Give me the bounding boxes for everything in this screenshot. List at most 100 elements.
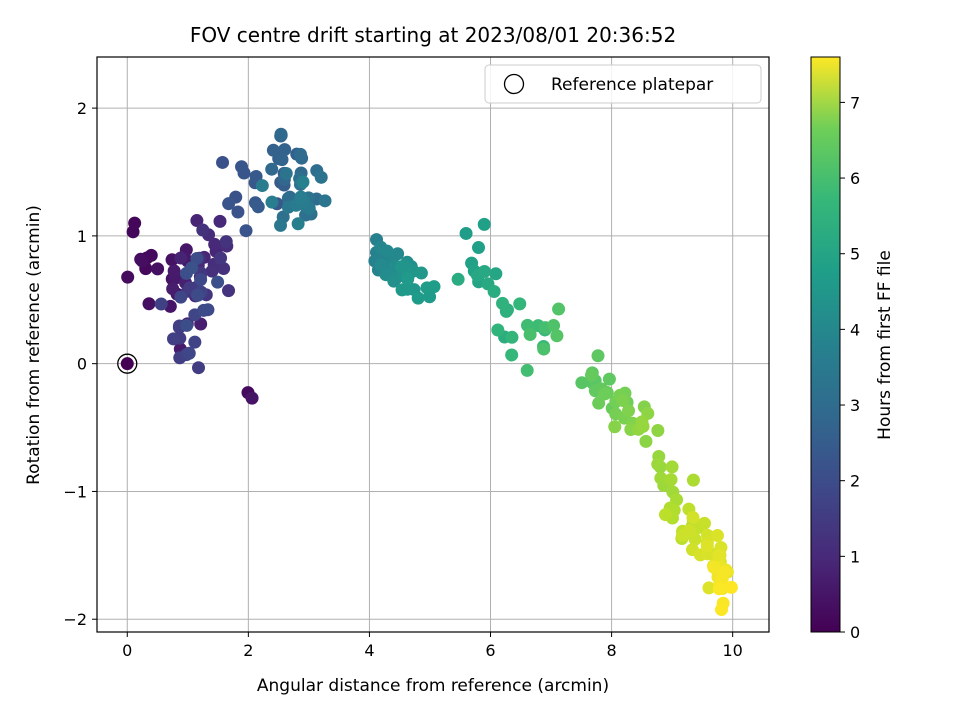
scatter-point (196, 223, 210, 237)
scatter-point (414, 266, 428, 280)
scatter-point (182, 346, 196, 360)
y-tick-label: −1 (63, 482, 87, 501)
scatter-point (537, 342, 551, 356)
scatter-point (585, 368, 599, 382)
scatter-point (505, 330, 519, 344)
scatter-point (591, 349, 605, 363)
scatter-point (222, 197, 236, 211)
colorbar-tick-label: 4 (850, 320, 860, 339)
reference-marker (117, 353, 138, 374)
legend-marker-icon (503, 73, 525, 95)
colorbar-tick-label: 0 (850, 623, 860, 642)
y-tick-label: 2 (77, 99, 87, 118)
scatter-point (245, 391, 259, 405)
scatter-point (411, 291, 425, 305)
scatter-point (190, 288, 204, 302)
legend-box (484, 64, 762, 104)
scatter-point (477, 217, 491, 231)
scatter-point (451, 272, 465, 286)
scatter-point (487, 284, 501, 298)
scatter-point (174, 251, 188, 265)
scatter-point (575, 376, 589, 390)
scatter-point (651, 457, 665, 471)
scatter-point (477, 264, 491, 278)
scatter-point (658, 508, 672, 522)
scatter-point (622, 404, 636, 418)
colorbar-tick-label: 2 (850, 472, 860, 491)
scatter-point (194, 317, 208, 331)
scatter-point (278, 143, 292, 157)
scatter-point (616, 394, 630, 408)
scatter-point (222, 284, 236, 298)
x-tick-label: 2 (243, 641, 253, 660)
scatter-point (513, 297, 527, 311)
scatter-point (266, 143, 280, 157)
colorbar-label: Hours from first FF file (875, 250, 895, 440)
scatter-point (190, 214, 204, 228)
scatter-point (491, 323, 505, 337)
scatter-point (142, 297, 156, 311)
scatter-point (194, 273, 208, 287)
scatter-point (724, 580, 738, 594)
scatter-point (265, 195, 279, 209)
scatter-point (715, 603, 729, 617)
legend: Reference platepar (484, 64, 762, 104)
y-tick-label: −2 (63, 610, 87, 629)
x-tick-label: 6 (485, 641, 495, 660)
scatter-point (683, 524, 697, 538)
scatter-point (251, 200, 265, 214)
scatter-point (216, 155, 230, 169)
scatter-point (217, 262, 231, 276)
scatter-point (318, 194, 332, 208)
scatter-point (602, 372, 616, 386)
scatter-point (550, 329, 564, 343)
scatter-point (275, 153, 289, 167)
x-axis-ticks: 0 2 4 6 8 10 (122, 632, 743, 660)
scatter-point (712, 582, 726, 596)
plot-frame (96, 56, 770, 633)
scatter-point (197, 303, 211, 317)
colorbar-tick-label: 3 (850, 396, 860, 415)
scatter-point (472, 241, 486, 255)
scatter-point (235, 160, 249, 174)
scatter-point (598, 387, 612, 401)
scatter-point (702, 581, 716, 595)
y-tick-label: 0 (77, 355, 87, 374)
scatter-point (154, 297, 168, 311)
colorbar-tick-label: 5 (850, 245, 860, 264)
scatter-point (520, 363, 534, 377)
scatter-point (205, 264, 219, 278)
x-tick-label: 4 (364, 641, 374, 660)
scatter-point (707, 560, 721, 574)
scatter-point (489, 267, 503, 281)
reference-ring (117, 353, 138, 374)
scatter-point (710, 529, 724, 543)
colorbar-tick-label: 1 (850, 547, 860, 566)
colorbar (810, 56, 841, 633)
scatter-point (166, 332, 180, 346)
scatter-point (191, 361, 205, 375)
x-tick-label: 8 (607, 641, 617, 660)
scatter-point (185, 261, 199, 275)
scatter-point (274, 218, 288, 232)
data-points (121, 127, 738, 617)
colorbar-ticks: 0 1 2 3 4 5 6 7 (840, 93, 860, 642)
scatter-point (374, 258, 388, 272)
scatter-point (314, 170, 328, 184)
scatter-point (180, 318, 194, 332)
scatter-point (291, 217, 305, 231)
scatter-point (401, 272, 415, 286)
scatter-point (686, 473, 700, 487)
chart-title: FOV centre drift starting at 2023/08/01 … (190, 23, 676, 47)
scatter-point (151, 262, 165, 276)
colorbar-tick-label: 6 (850, 169, 860, 188)
x-tick-label: 10 (722, 641, 742, 660)
y-axis-label: Rotation from reference (arcmin) (24, 205, 44, 485)
legend-label: Reference platepar (551, 75, 713, 95)
x-axis-label: Angular distance from reference (arcmin) (257, 676, 609, 696)
x-tick-label: 0 (122, 641, 132, 660)
y-tick-label: 1 (77, 227, 87, 246)
scatter-point (639, 434, 653, 448)
scatter-point (174, 290, 188, 304)
